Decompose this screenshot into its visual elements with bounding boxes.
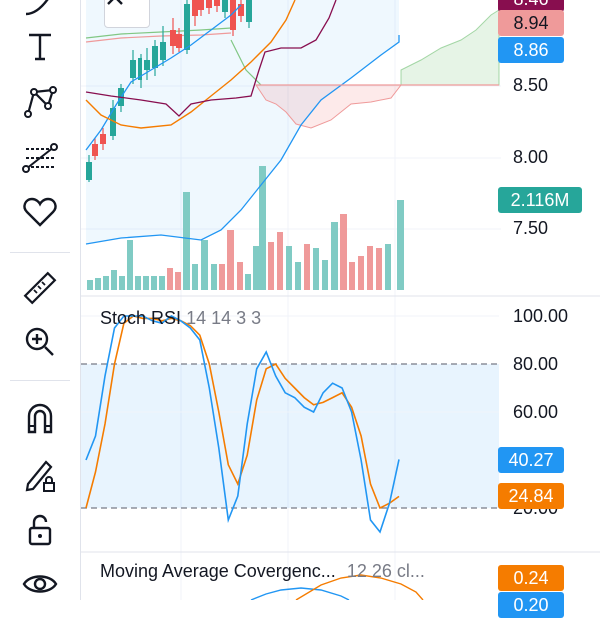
fib-tool-icon[interactable] <box>16 134 64 182</box>
eye-icon[interactable] <box>16 560 64 608</box>
macd-signal-badge: 0.20 <box>498 592 564 618</box>
bollinger-band-fill <box>86 0 399 244</box>
stoch-rsi-title[interactable]: Stoch RSI 14 14 3 3 <box>100 308 261 329</box>
toolbar-divider <box>10 252 70 253</box>
price-badge-red: 8.94 <box>498 10 564 36</box>
stoch-k-line <box>85 315 400 534</box>
macd-line <box>250 587 350 600</box>
price-axis-label: 8.50 <box>513 75 549 95</box>
ruler-icon[interactable] <box>16 264 64 312</box>
price-axis-label: 8.00 <box>513 147 549 167</box>
macd-signal <box>295 574 424 600</box>
indicator-params: 14 14 3 3 <box>186 308 262 328</box>
drawing-toolbar <box>0 0 81 600</box>
price-badge-maroon: 8.46 <box>498 0 564 12</box>
indicator-name: Stoch RSI <box>100 308 182 328</box>
candles <box>86 0 252 182</box>
chart-area[interactable]: 8.50 8.00 7.50 8.46 8.94 8.86 2.116M Sto… <box>81 0 600 618</box>
text-tool-icon[interactable] <box>16 22 64 70</box>
lock-drawing-icon[interactable] <box>16 450 64 498</box>
cloud-red <box>255 84 403 129</box>
curve-tool-icon[interactable] <box>16 0 64 28</box>
volume-badge: 2.116M <box>498 187 582 213</box>
stoch-axis-label: 100.00 <box>513 306 569 326</box>
unlock-icon[interactable] <box>16 506 64 554</box>
pattern-tool-icon[interactable] <box>16 78 64 126</box>
price-badge-blue: 8.86 <box>498 37 564 63</box>
collapse-button[interactable] <box>104 0 150 28</box>
stoch-d-badge: 24.84 <box>498 483 564 509</box>
favorites-icon[interactable] <box>16 188 64 236</box>
cloud-green <box>400 9 500 86</box>
macd-badge: 0.24 <box>498 565 564 591</box>
chevron-up-icon <box>107 0 123 5</box>
zoom-in-icon[interactable] <box>16 318 64 366</box>
volume-bars <box>87 166 404 290</box>
bb-lower <box>85 35 400 245</box>
bb-upper <box>85 4 242 151</box>
maroon-line <box>85 0 337 117</box>
magnet-icon[interactable] <box>16 394 64 442</box>
orange-ma <box>85 0 296 129</box>
indicator-params: 12 26 cl... <box>346 561 425 581</box>
indicator-name: Moving Average Covergenc... <box>100 561 336 581</box>
stoch-axis-label: 60.00 <box>513 402 559 422</box>
chart-canvas <box>81 0 600 600</box>
stoch-band <box>81 364 499 508</box>
macd-title[interactable]: Moving Average Covergenc... 12 26 cl... <box>100 561 425 582</box>
stoch-axis-label: 80.00 <box>513 354 559 374</box>
toolbar-divider <box>10 380 70 381</box>
stoch-k-badge: 40.27 <box>498 447 564 473</box>
price-axis-label: 7.50 <box>513 218 549 238</box>
